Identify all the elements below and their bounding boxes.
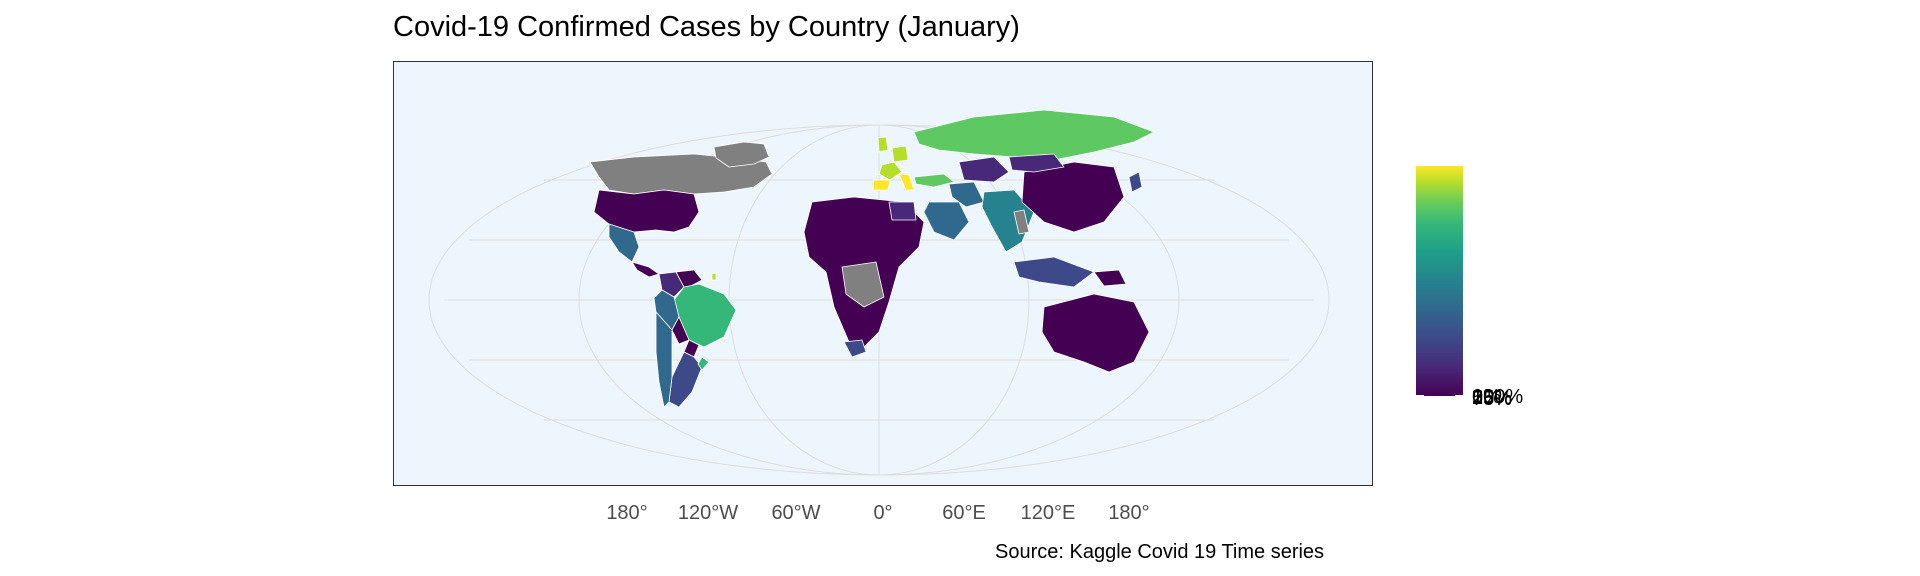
country-china <box>1021 161 1125 233</box>
country-papua-new-guinea <box>1093 269 1127 287</box>
country-egypt <box>888 201 917 221</box>
world-map <box>428 109 1330 476</box>
country-uruguay <box>697 356 710 371</box>
country-central-america <box>631 261 660 278</box>
country-germany <box>891 145 909 163</box>
country-australia <box>1041 293 1150 373</box>
x-tick-label: 60°W <box>771 502 821 524</box>
legend-label: 100% <box>1472 386 1524 408</box>
country-russia <box>913 109 1155 161</box>
legend-label: 0% <box>1472 386 1501 408</box>
country-india <box>981 189 1035 253</box>
country-mongolia <box>1008 153 1065 173</box>
country-turkey <box>913 173 955 188</box>
x-tick-label: 180° <box>1108 502 1150 524</box>
legend-colorbar <box>1416 166 1463 396</box>
x-tick-label: 120°W <box>677 502 739 524</box>
country-greenland <box>713 141 770 168</box>
country-myanmar <box>1013 209 1030 235</box>
legend-label: 25% <box>1472 387 1513 409</box>
country-french-guiana <box>711 272 717 281</box>
country-chile <box>655 311 673 408</box>
country-indonesia <box>1013 256 1095 288</box>
country-italy <box>898 173 915 191</box>
country-france <box>878 161 903 181</box>
legend-label: 50% <box>1472 387 1513 409</box>
country-south-africa <box>843 339 867 358</box>
country-saudi-arabia <box>923 201 970 241</box>
x-tick-label: 120°E <box>1020 502 1076 524</box>
country-spain <box>872 179 891 191</box>
country-venezuela <box>675 269 703 288</box>
country-colombia <box>658 271 685 298</box>
chart-title: Covid-19 Confirmed Cases by Country (Jan… <box>393 11 1020 43</box>
x-tick-label: 60°E <box>942 502 986 524</box>
x-tick-label: 0° <box>873 502 893 524</box>
country-japan <box>1128 171 1143 193</box>
legend-label: 75% <box>1472 388 1513 410</box>
country-canada <box>593 189 700 233</box>
map-panel <box>393 61 1373 486</box>
country-bolivia <box>671 316 690 345</box>
country-united-kingdom <box>877 136 889 153</box>
source-caption: Source: Kaggle Covid 19 Time series <box>995 541 1325 563</box>
country-dr-congo <box>841 261 885 308</box>
country-iran <box>948 181 985 208</box>
country-kazakhstan <box>958 156 1010 183</box>
x-tick-label: 180° <box>606 502 648 524</box>
